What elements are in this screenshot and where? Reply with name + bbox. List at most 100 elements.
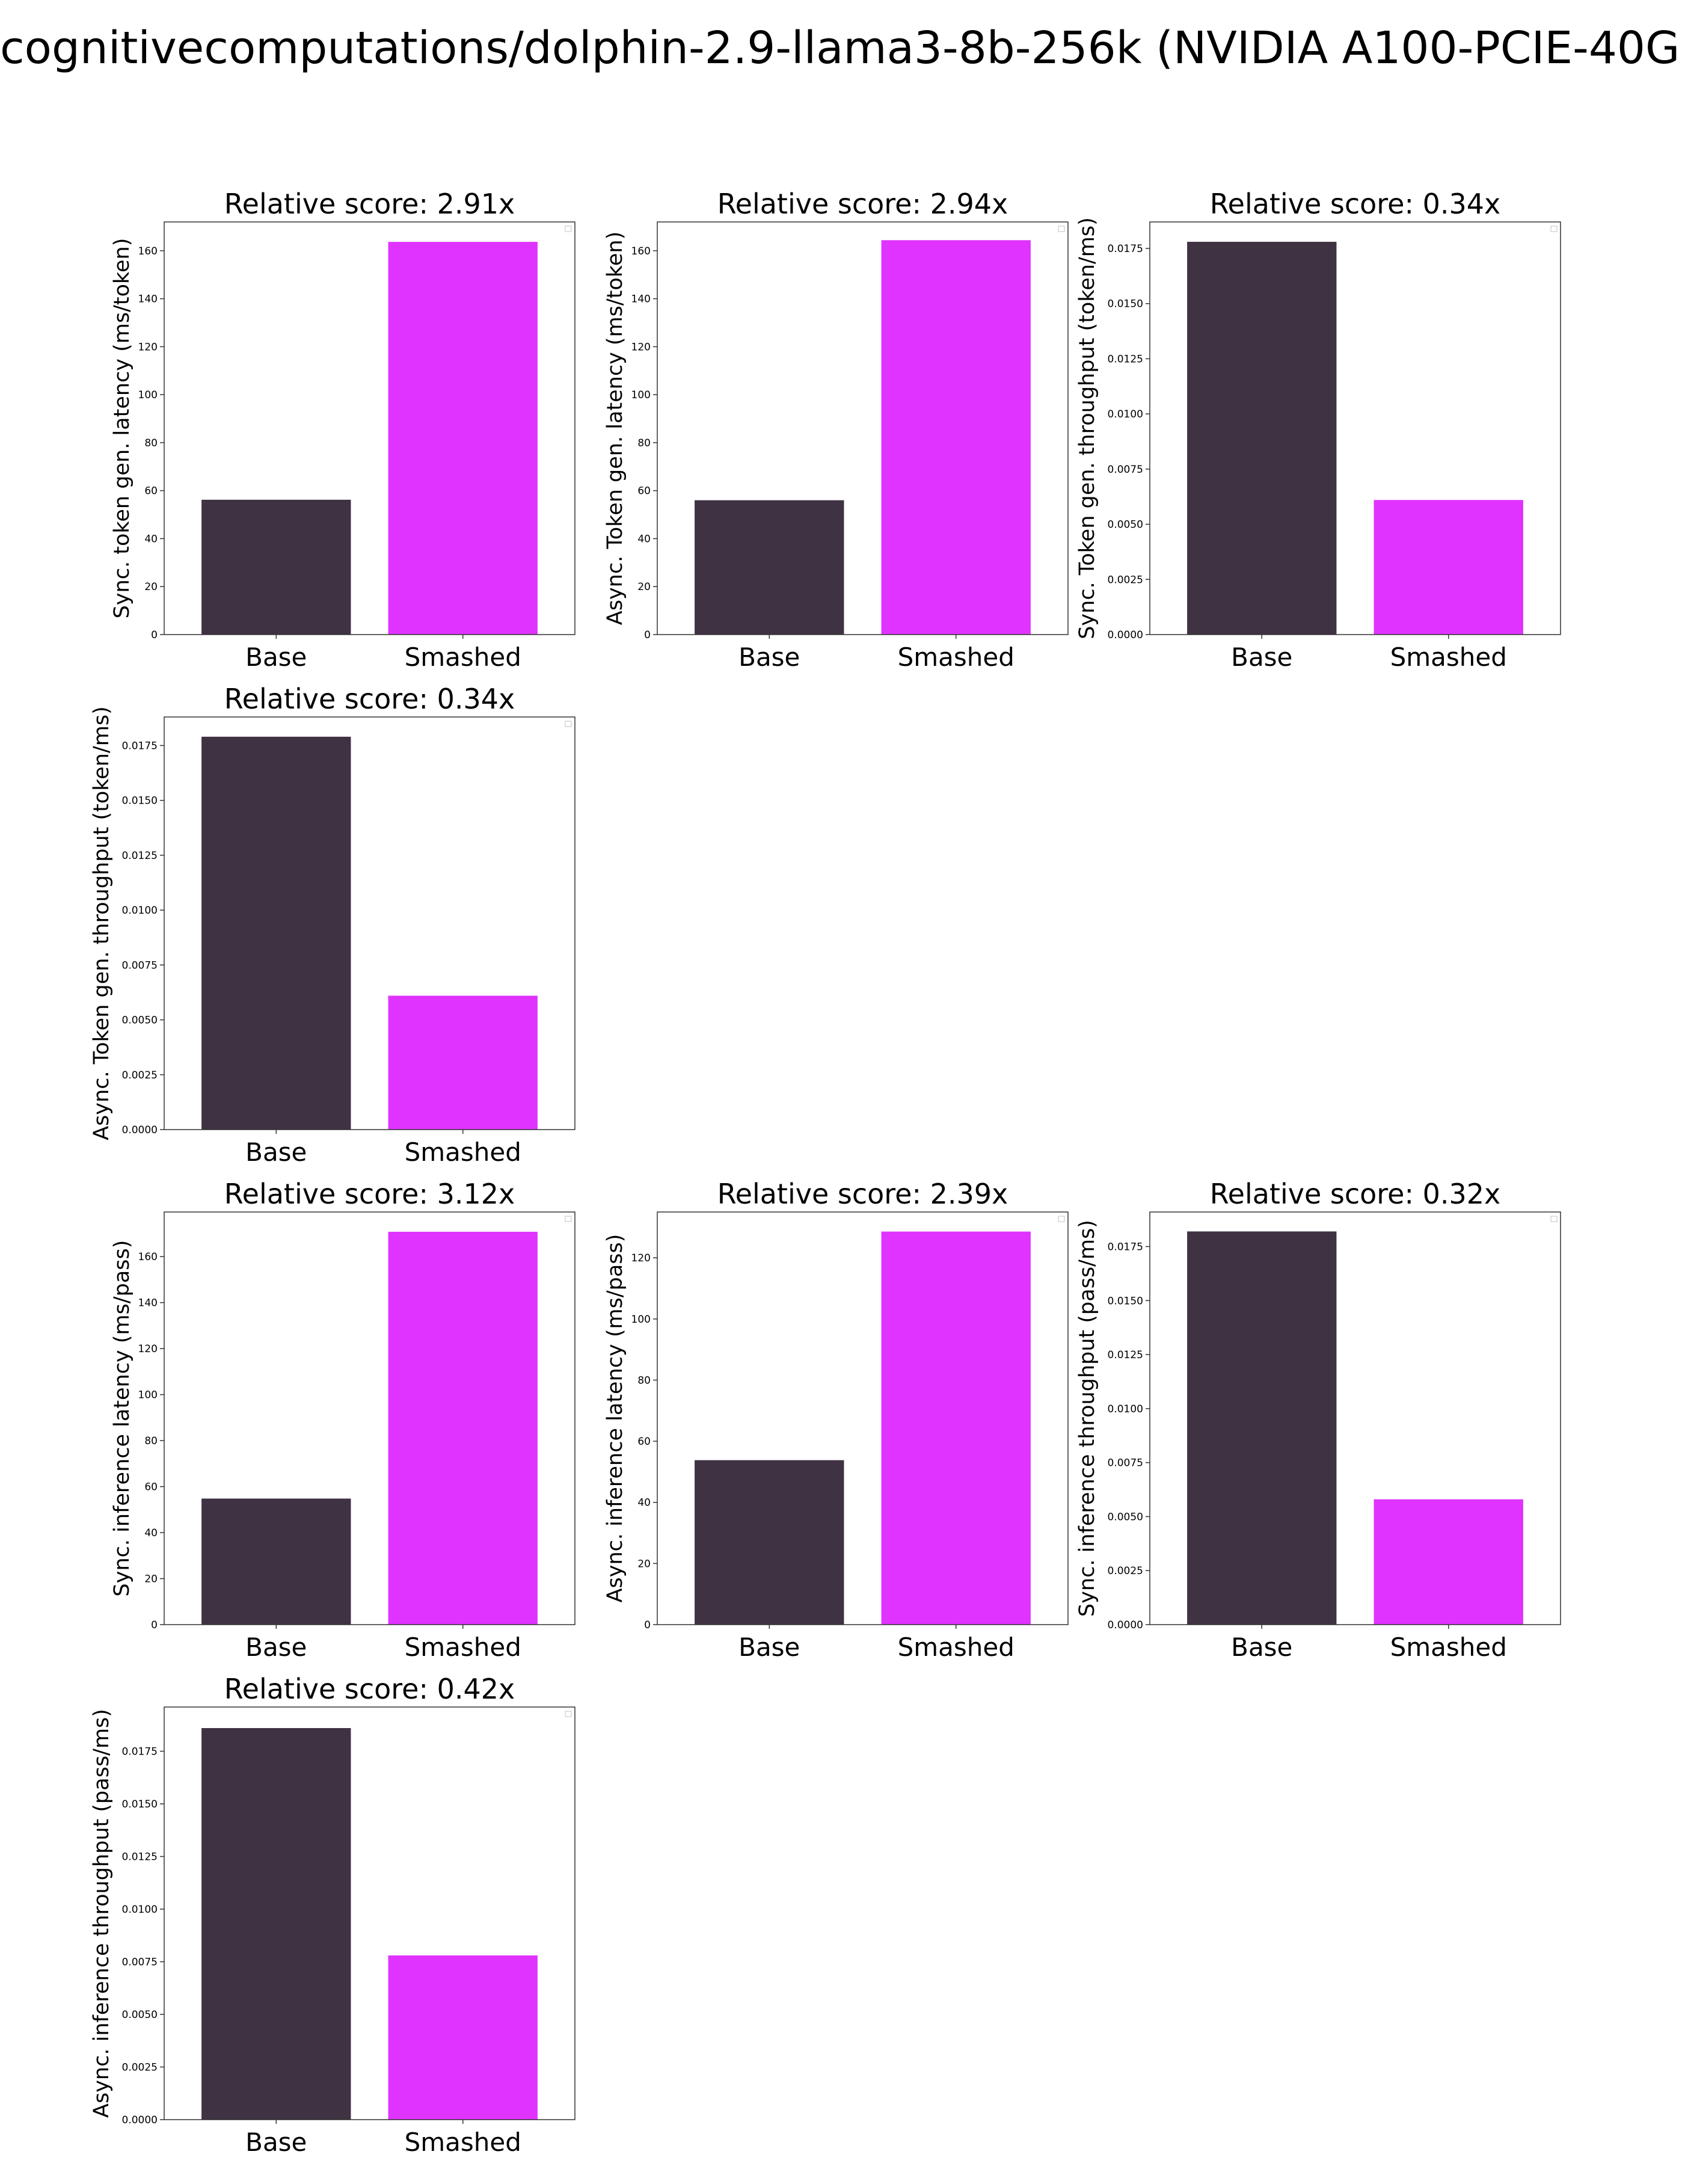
bar-base [201,736,351,1130]
y-tick-label: 0.0075 [122,959,158,971]
plot-frame [164,1706,576,2120]
bar-smashed [1374,1499,1523,1625]
y-tick-label: 20 [144,581,158,593]
y-tick-label: 40 [637,533,651,545]
y-tick-label: 60 [637,1436,651,1448]
legend-box [1058,226,1065,232]
y-tick-label: 0.0025 [122,2062,158,2074]
y-axis-label: Async. inference latency (ms/pass) [603,1234,627,1603]
y-tick-label: 60 [637,485,651,497]
y-tick-label: 0.0125 [1108,353,1143,365]
chart-title: Relative score: 0.42x [224,1673,515,1705]
y-tick-label: 80 [144,437,158,449]
bar-smashed [881,1231,1031,1625]
y-tick-label: 100 [138,1389,158,1401]
y-tick-label: 0.0175 [1108,243,1143,255]
legend-box [1550,1216,1558,1222]
y-tick-label: 0 [151,1619,158,1631]
y-tick-label: 80 [637,1374,651,1386]
chart-title: Relative score: 2.39x [717,1178,1008,1210]
y-tick-label: 0.0000 [1108,1619,1143,1631]
y-tick-label: 0.0050 [122,1015,158,1027]
legend-box [1058,1216,1065,1222]
y-tick-label: 0.0175 [1108,1241,1143,1253]
x-tick-label: Smashed [1390,642,1507,672]
plot-frame [657,221,1069,635]
y-tick-label: 0.0000 [122,1124,158,1136]
y-tick-label: 140 [138,1297,158,1309]
y-tick-label: 0.0075 [1108,464,1143,476]
x-tick-label: Smashed [405,642,521,672]
y-tick-label: 0.0175 [122,1746,158,1758]
chart-panel-5: Relative score: 3.12x Base Smashed 0 20 40 60 8… [110,1178,576,1662]
chart-panel-4: Relative score: 0.34x Base Smashed 0.0000 0.… [90,683,576,1167]
y-tick-label: 0.0175 [122,740,158,752]
bar-smashed [388,995,538,1130]
y-tick-label: 60 [144,1481,158,1493]
bar-base [201,1498,351,1625]
bar-smashed [388,1231,538,1625]
bar-smashed [388,242,538,635]
y-tick-label: 20 [637,581,651,593]
x-tick-label: Smashed [405,1137,521,1167]
y-tick-label: 0 [644,629,651,641]
plot-frame [1149,1211,1561,1625]
y-tick-label: 0.0125 [122,850,158,862]
y-tick-label: 160 [138,1251,158,1263]
chart-title: Relative score: 0.32x [1210,1178,1501,1210]
y-tick-label: 100 [138,389,158,401]
y-tick-label: 0.0150 [1108,1295,1143,1307]
y-tick-label: 0.0150 [1108,298,1143,310]
x-tick-label: Base [245,1632,307,1662]
y-tick-label: 0.0125 [1108,1349,1143,1361]
y-tick-label: 40 [637,1497,651,1509]
y-tick-label: 0.0150 [122,1798,158,1810]
x-tick-label: Base [245,1137,307,1167]
y-tick-label: 0.0100 [1108,408,1143,420]
y-tick-label: 120 [138,341,158,353]
chart-panel-6: Relative score: 2.39x Base Smashed 0 20 40 60 8… [603,1178,1069,1662]
x-tick-label: Base [245,2127,307,2157]
y-tick-label: 0 [644,1619,651,1631]
y-tick-label: 120 [138,1343,158,1355]
y-axis-label: Sync. inference latency (ms/pass) [110,1240,134,1597]
x-tick-label: Smashed [898,1632,1014,1662]
y-tick-label: 0.0025 [1108,574,1143,586]
y-axis-label: Async. inference throughput (pass/ms) [90,1709,114,2118]
x-tick-label: Base [1231,642,1292,672]
y-tick-label: 160 [631,245,651,257]
y-tick-label: 40 [144,1527,158,1539]
y-tick-label: 140 [631,294,651,306]
legend-box [1550,226,1558,232]
y-tick-label: 40 [144,533,158,545]
y-tick-label: 160 [138,245,158,257]
y-tick-label: 0.0000 [122,2114,158,2126]
chart-panel-8: Relative score: 0.42x Base Smashed 0.0000 0.… [90,1673,576,2157]
legend-box [565,1711,572,1717]
plot-frame [657,1211,1069,1625]
x-tick-label: Smashed [405,2127,521,2157]
y-tick-label: 140 [138,294,158,306]
y-tick-label: 100 [631,1314,651,1326]
y-tick-label: 0.0075 [1108,1457,1143,1469]
bar-smashed [388,1955,538,2120]
figure-title: cognitivecomputations/dolphin-2.9-llama3… [0,22,1682,74]
y-axis-label: Sync. inference throughput (pass/ms) [1075,1220,1099,1617]
chart-title: Relative score: 0.34x [224,683,515,715]
y-tick-label: 0.0050 [1108,1511,1143,1523]
legend-box [565,226,572,232]
y-tick-label: 0.0125 [122,1851,158,1863]
chart-panel-3: Relative score: 0.34x Base Smashed 0.0000 0.… [1075,188,1561,672]
chart-panel-7: Relative score: 0.32x Base Smashed 0.0000 0.… [1075,1178,1561,1662]
y-tick-label: 80 [144,1435,158,1447]
y-axis-label: Sync. Token gen. throughput (token/ms) [1075,217,1099,639]
y-tick-label: 0.0025 [1108,1565,1143,1577]
x-tick-label: Base [738,642,800,672]
chart-title: Relative score: 3.12x [224,1178,515,1210]
bar-smashed [881,240,1031,635]
x-tick-label: Base [245,642,307,672]
y-tick-label: 0.0050 [122,2009,158,2021]
y-tick-label: 0.0050 [1108,519,1143,531]
y-axis-label: Async. Token gen. throughput (token/ms) [90,706,114,1140]
